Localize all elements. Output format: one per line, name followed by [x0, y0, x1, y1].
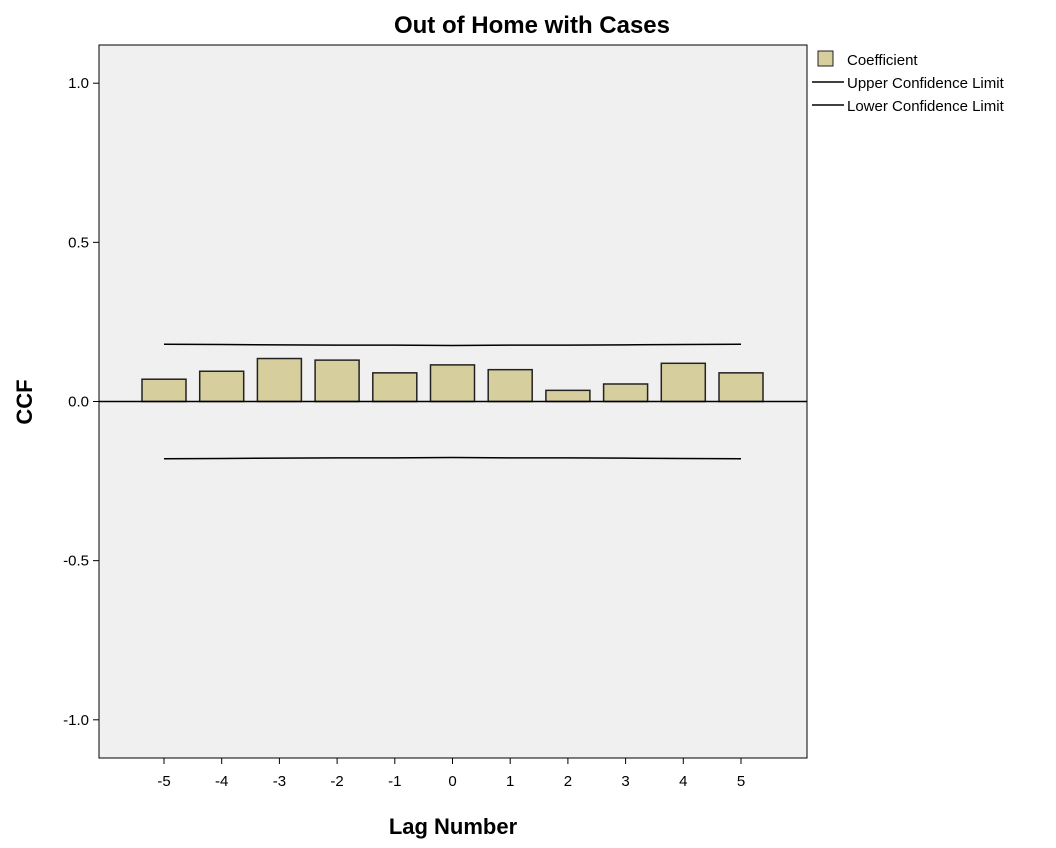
- x-tick-label: -2: [330, 773, 343, 790]
- x-tick-label: 5: [737, 773, 745, 790]
- legend: Coefficient Upper Confidence Limit Lower…: [812, 50, 1005, 115]
- x-axis-label: Lag Number: [389, 814, 518, 839]
- coefficient-bar: [429, 364, 476, 403]
- y-axis-label: CCF: [12, 379, 37, 424]
- coefficient-bar: [718, 372, 764, 403]
- x-tick-label: -3: [273, 773, 286, 790]
- x-tick-label: 2: [564, 773, 572, 790]
- legend-label-upper: Upper Confidence Limit: [847, 75, 1005, 92]
- legend-swatch-coefficient: [817, 50, 834, 67]
- legend-label-coefficient: Coefficient: [847, 52, 918, 69]
- x-tick-label: 4: [679, 773, 687, 790]
- x-tick-label: 3: [621, 773, 629, 790]
- coefficient-bar: [198, 370, 245, 403]
- coefficient-bar: [545, 389, 591, 403]
- legend-label-lower: Lower Confidence Limit: [847, 98, 1005, 115]
- upper-confidence-line: [163, 343, 742, 347]
- y-tick-label: 0.5: [68, 234, 89, 251]
- coefficient-bar: [487, 368, 533, 403]
- y-tick-label: 0.0: [68, 394, 89, 411]
- coefficient-bar: [372, 372, 418, 403]
- chart-title: Out of Home with Cases: [394, 12, 670, 39]
- y-tick-label: -0.5: [63, 553, 89, 570]
- bar-series: [141, 357, 764, 403]
- lower-confidence-line: [163, 456, 742, 460]
- coefficient-bar: [660, 362, 707, 403]
- x-tick-label: 1: [506, 773, 514, 790]
- coefficient-bar: [256, 357, 303, 403]
- x-tick-label: -5: [157, 773, 170, 790]
- coefficient-bar: [602, 383, 649, 403]
- x-tick-label: -4: [215, 773, 228, 790]
- coefficient-bar: [141, 378, 187, 403]
- y-axis: 1.0 0.5 0.0 -0.5 -1.0: [63, 75, 99, 729]
- x-tick-label: 0: [448, 773, 456, 790]
- coefficient-bar: [314, 359, 360, 403]
- confidence-lines: [163, 343, 742, 460]
- y-tick-label: 1.0: [68, 75, 89, 92]
- x-tick-label: -1: [388, 773, 401, 790]
- x-axis: -5 -4 -3 -2 -1 0 1 2 3 4 5: [157, 758, 745, 790]
- y-tick-label: -1.0: [63, 712, 89, 729]
